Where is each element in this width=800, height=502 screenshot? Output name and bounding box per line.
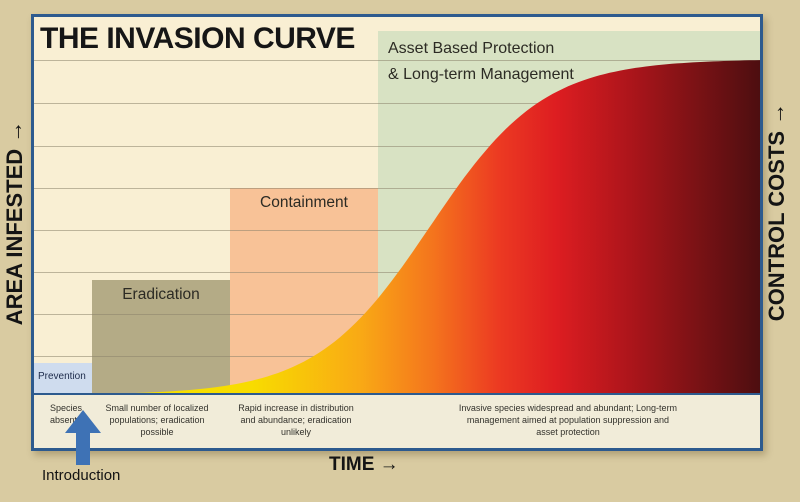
chart-title: THE INVASION CURVE	[40, 22, 355, 55]
y-axis-label-area-infested: AREA INFESTED →	[2, 120, 27, 326]
stage-text-eradication: Small number of localized populations; e…	[105, 403, 209, 438]
invasion-curve-area	[135, 60, 760, 393]
gridline	[34, 188, 760, 189]
gridline	[34, 272, 760, 273]
gridline	[34, 230, 760, 231]
zone-prevention	[34, 363, 92, 393]
gridline	[34, 146, 760, 147]
zone-label-prevention: Prevention	[38, 371, 86, 382]
plot-bottom-border	[34, 393, 760, 395]
zone-eradication	[92, 280, 230, 393]
stage-text-prevention: Species absent	[50, 403, 83, 426]
chart-panel: THE INVASION CURVE Asset Based Protectio…	[31, 14, 763, 451]
invasion-curve-path	[135, 60, 760, 393]
zone-label-asset-protection: Asset Based Protection & Long-term Manag…	[388, 40, 574, 83]
x-axis-label-time: TIME →	[329, 454, 399, 475]
stage-text-asset-protection: Invasive species widespread and abundant…	[458, 403, 678, 438]
y-axis-label-control-costs: CONTROL COSTS →	[764, 102, 789, 322]
zone-label-eradication: Eradication	[122, 286, 200, 303]
stage-description-strip: Species absent Small number of localized…	[34, 395, 760, 448]
introduction-label: Introduction	[42, 467, 121, 484]
gridline	[34, 103, 760, 104]
plot-area: THE INVASION CURVE Asset Based Protectio…	[34, 17, 760, 393]
introduction-arrow-icon	[65, 410, 101, 465]
stage-text-containment: Rapid increase in distribution and abund…	[238, 403, 354, 438]
gridline	[34, 60, 760, 61]
zone-label-containment: Containment	[260, 194, 348, 211]
